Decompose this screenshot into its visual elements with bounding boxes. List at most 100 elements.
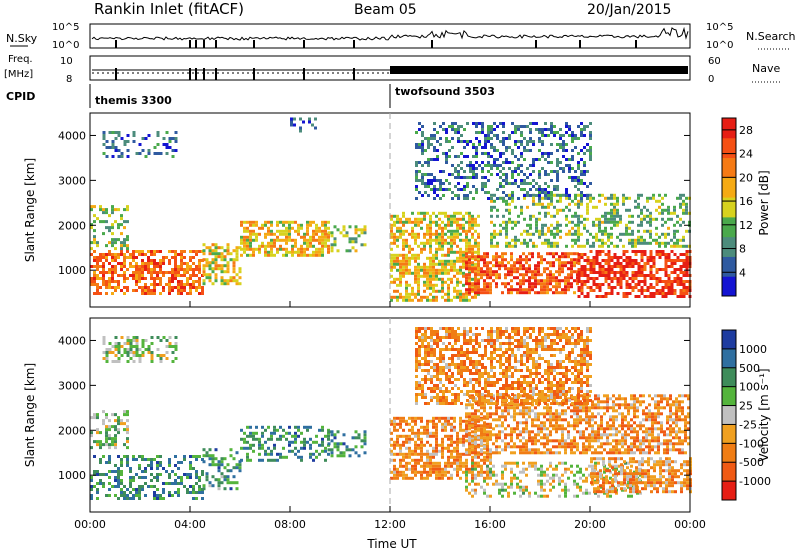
power-cell (315, 227, 318, 230)
velocity-cell (195, 491, 198, 494)
power-cell (616, 209, 619, 212)
velocity-cell (420, 444, 423, 447)
power-cell (537, 270, 540, 273)
power-cell (418, 146, 421, 149)
power-cell (483, 261, 486, 264)
velocity-cell (471, 471, 474, 474)
velocity-cell (531, 462, 534, 465)
power-cell (318, 242, 321, 245)
power-cell (574, 239, 577, 242)
power-cell (459, 296, 462, 299)
power-cell (453, 242, 456, 245)
velocity-cell (144, 467, 147, 470)
power-cell (438, 218, 441, 221)
velocity-cell (444, 468, 447, 471)
velocity-cell (635, 466, 638, 469)
power-cell (156, 262, 159, 265)
power-cell (99, 205, 102, 208)
power-cell (511, 131, 514, 134)
velocity-cell (474, 468, 477, 471)
power-cell (668, 256, 671, 259)
power-cell (189, 283, 192, 286)
power-cell (492, 279, 495, 282)
velocity-cell (195, 458, 198, 461)
power-cell (592, 224, 595, 227)
power-cell (475, 125, 478, 128)
power-cell (558, 282, 561, 285)
power-cell (450, 224, 453, 227)
power-cell (468, 261, 471, 264)
power-cell (567, 252, 570, 255)
power-cell (195, 289, 198, 292)
velocity-cell (656, 490, 659, 493)
power-cell (502, 125, 505, 128)
power-cell (541, 191, 544, 194)
velocity-cell (303, 447, 306, 450)
power-cell (484, 134, 487, 137)
power-cell (641, 286, 644, 289)
velocity-cell (126, 488, 129, 491)
power-cell (686, 253, 689, 256)
power-cell (517, 215, 520, 218)
power-cell (686, 256, 689, 259)
power-cell (510, 255, 513, 258)
velocity-cell (358, 454, 361, 457)
power-cell (532, 194, 535, 197)
power-cell (429, 263, 432, 266)
power-cell (664, 221, 667, 224)
power-cell (99, 256, 102, 259)
power-cell (590, 259, 593, 262)
power-cell (540, 255, 543, 258)
power-cell (511, 161, 514, 164)
power-cell (141, 268, 144, 271)
velocity-cell (489, 471, 492, 474)
power-cell (438, 233, 441, 236)
velocity-cell (435, 471, 438, 474)
power-cell (258, 245, 261, 248)
power-cell (580, 200, 583, 203)
velocity-cell (626, 475, 629, 478)
velocity-cell (671, 466, 674, 469)
power-cell (324, 236, 327, 239)
power-cell (282, 224, 285, 227)
power-cell (417, 233, 420, 236)
power-cell (324, 242, 327, 245)
power-cell (435, 299, 438, 302)
velocity-cell (393, 477, 396, 480)
power-cell (441, 245, 444, 248)
power-cell (529, 128, 532, 131)
velocity-cell (129, 479, 132, 482)
velocity-cell (355, 451, 358, 454)
velocity-cell (123, 410, 126, 413)
power-cell (567, 285, 570, 288)
power-cell (186, 268, 189, 271)
power-cell (480, 267, 483, 270)
power-cell (520, 125, 523, 128)
power-cell (454, 194, 457, 197)
velocity-cell (96, 428, 99, 431)
power-cell (474, 288, 477, 291)
velocity-cell (135, 458, 138, 461)
power-cell (510, 279, 513, 282)
power-cell (258, 251, 261, 254)
power-cell (683, 262, 686, 265)
power-cell (577, 200, 580, 203)
velocity-cell (177, 482, 180, 485)
velocity-cell (534, 468, 537, 471)
velocity-cell (465, 462, 468, 465)
power-cell (102, 271, 105, 274)
power-cell (102, 220, 105, 223)
power-cell (432, 233, 435, 236)
power-cell (111, 259, 114, 262)
velocity-cell (596, 457, 599, 460)
power-cell (456, 272, 459, 275)
power-cell (544, 173, 547, 176)
power-cell (685, 230, 688, 233)
power-cell (198, 268, 201, 271)
power-cell (441, 236, 444, 239)
power-cell (255, 233, 258, 236)
power-cell (123, 262, 126, 265)
velocity-cell (105, 443, 108, 446)
power-cell (493, 164, 496, 167)
power-cell (475, 176, 478, 179)
